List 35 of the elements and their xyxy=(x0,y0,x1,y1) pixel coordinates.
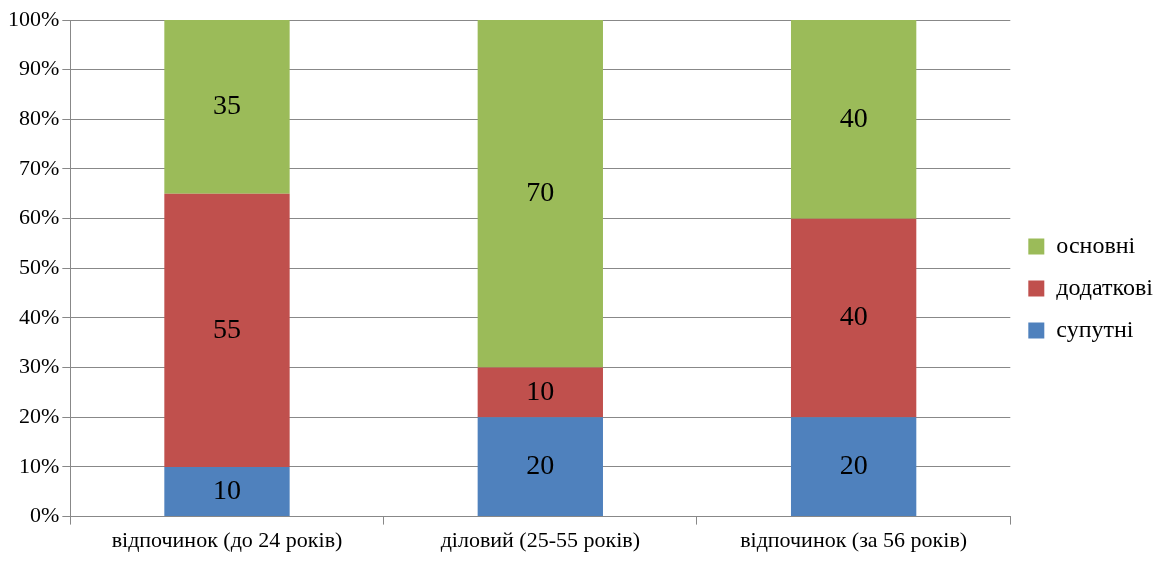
bar xyxy=(477,417,603,517)
bar xyxy=(164,20,290,194)
legend-label: супутні xyxy=(1056,315,1134,342)
data-label: 20 xyxy=(526,449,555,481)
data-label: 70 xyxy=(526,176,555,208)
x-tick-label: відпочинок (до 24 років) xyxy=(111,526,343,552)
y-tick-label: 100% xyxy=(8,5,60,31)
y-tick-label: 70% xyxy=(19,154,60,180)
bar xyxy=(164,193,290,467)
bar xyxy=(477,20,603,368)
data-label: 10 xyxy=(526,374,555,406)
data-label: 35 xyxy=(212,89,241,121)
y-tick-label: 20% xyxy=(19,403,60,429)
legend-label: основні xyxy=(1056,231,1136,258)
legend-label: додаткові xyxy=(1056,273,1154,300)
y-tick-label: 40% xyxy=(19,303,60,329)
data-label: 55 xyxy=(212,312,241,344)
bar xyxy=(477,367,603,418)
y-tick-label: 60% xyxy=(19,204,60,230)
bar xyxy=(790,20,917,219)
y-tick-label: 0% xyxy=(30,502,60,528)
y-tick-label: 10% xyxy=(19,452,60,478)
x-tick-label: відпочинок (за 56 років) xyxy=(740,526,968,552)
y-tick-label: 50% xyxy=(19,254,60,280)
y-tick-label: 90% xyxy=(19,55,60,81)
x-tick-label: діловий (25-55 років) xyxy=(440,526,641,552)
bar xyxy=(790,417,917,517)
bar xyxy=(164,466,290,517)
data-label: 40 xyxy=(839,101,868,133)
data-label: 20 xyxy=(839,449,868,481)
data-label: 40 xyxy=(839,300,868,332)
y-tick-label: 80% xyxy=(19,105,60,131)
y-tick-label: 30% xyxy=(19,353,60,379)
bar xyxy=(790,218,917,418)
data-label: 10 xyxy=(212,473,241,505)
